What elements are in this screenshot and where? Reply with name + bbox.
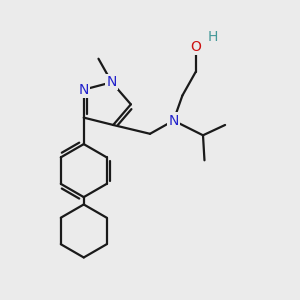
Text: N: N <box>168 114 179 128</box>
Text: H: H <box>208 30 218 44</box>
Text: N: N <box>106 75 117 89</box>
Text: O: O <box>190 40 201 54</box>
Text: N: N <box>79 82 89 97</box>
